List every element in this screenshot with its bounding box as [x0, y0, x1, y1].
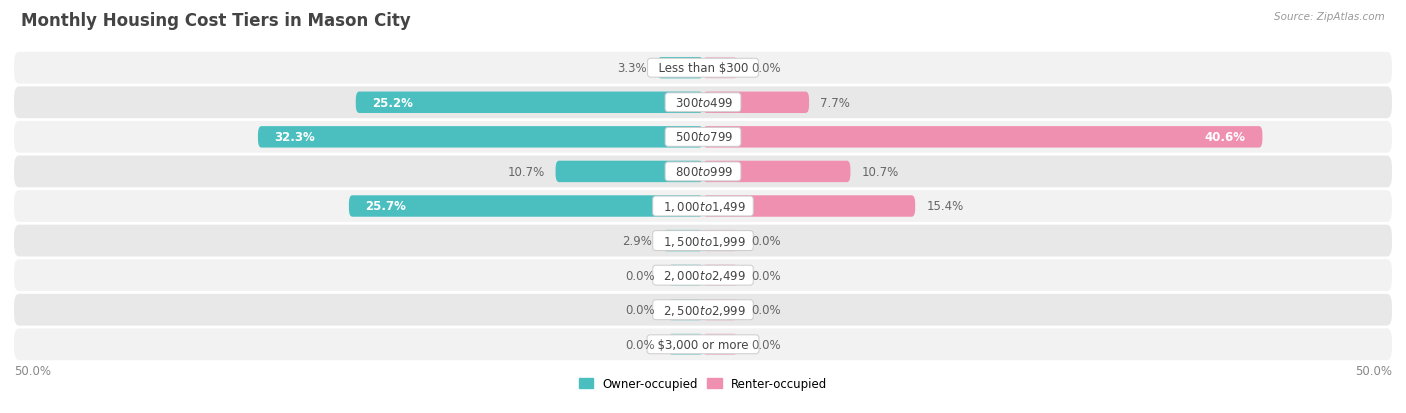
Text: 40.6%: 40.6%: [1205, 131, 1246, 144]
FancyBboxPatch shape: [14, 156, 1392, 188]
Text: 10.7%: 10.7%: [862, 166, 898, 178]
Text: $2,500 to $2,999: $2,500 to $2,999: [655, 303, 751, 317]
FancyBboxPatch shape: [703, 265, 738, 286]
FancyBboxPatch shape: [703, 93, 808, 114]
Text: $1,500 to $1,999: $1,500 to $1,999: [655, 234, 751, 248]
Text: 32.3%: 32.3%: [274, 131, 315, 144]
FancyBboxPatch shape: [703, 58, 738, 79]
FancyBboxPatch shape: [703, 299, 738, 320]
Text: $500 to $799: $500 to $799: [668, 131, 738, 144]
Text: Source: ZipAtlas.com: Source: ZipAtlas.com: [1274, 12, 1385, 22]
FancyBboxPatch shape: [14, 122, 1392, 153]
Text: 0.0%: 0.0%: [751, 235, 780, 247]
FancyBboxPatch shape: [669, 334, 703, 355]
Text: 0.0%: 0.0%: [751, 304, 780, 316]
FancyBboxPatch shape: [14, 329, 1392, 360]
Text: $300 to $499: $300 to $499: [668, 97, 738, 109]
FancyBboxPatch shape: [703, 334, 738, 355]
Text: $800 to $999: $800 to $999: [668, 166, 738, 178]
Text: 50.0%: 50.0%: [14, 364, 51, 377]
FancyBboxPatch shape: [703, 230, 738, 252]
Text: 0.0%: 0.0%: [751, 269, 780, 282]
Text: 0.0%: 0.0%: [751, 338, 780, 351]
FancyBboxPatch shape: [703, 196, 915, 217]
FancyBboxPatch shape: [664, 230, 703, 252]
Text: 50.0%: 50.0%: [1355, 364, 1392, 377]
FancyBboxPatch shape: [14, 87, 1392, 119]
Text: Less than $300: Less than $300: [651, 62, 755, 75]
Text: $2,000 to $2,499: $2,000 to $2,499: [655, 268, 751, 282]
Text: 25.2%: 25.2%: [373, 97, 413, 109]
Text: 25.7%: 25.7%: [366, 200, 406, 213]
FancyBboxPatch shape: [349, 196, 703, 217]
Text: 0.0%: 0.0%: [626, 269, 655, 282]
FancyBboxPatch shape: [356, 93, 703, 114]
FancyBboxPatch shape: [14, 191, 1392, 222]
FancyBboxPatch shape: [14, 294, 1392, 326]
Text: 3.3%: 3.3%: [617, 62, 647, 75]
Text: 0.0%: 0.0%: [626, 304, 655, 316]
FancyBboxPatch shape: [14, 53, 1392, 84]
FancyBboxPatch shape: [555, 161, 703, 183]
Text: 0.0%: 0.0%: [626, 338, 655, 351]
FancyBboxPatch shape: [658, 58, 703, 79]
FancyBboxPatch shape: [669, 299, 703, 320]
Text: 0.0%: 0.0%: [751, 62, 780, 75]
FancyBboxPatch shape: [669, 265, 703, 286]
FancyBboxPatch shape: [703, 127, 1263, 148]
Text: 7.7%: 7.7%: [820, 97, 851, 109]
Text: $3,000 or more: $3,000 or more: [650, 338, 756, 351]
Legend: Owner-occupied, Renter-occupied: Owner-occupied, Renter-occupied: [574, 373, 832, 395]
FancyBboxPatch shape: [703, 161, 851, 183]
Text: 10.7%: 10.7%: [508, 166, 544, 178]
Text: 2.9%: 2.9%: [621, 235, 652, 247]
Text: Monthly Housing Cost Tiers in Mason City: Monthly Housing Cost Tiers in Mason City: [21, 12, 411, 30]
FancyBboxPatch shape: [257, 127, 703, 148]
Text: $1,000 to $1,499: $1,000 to $1,499: [655, 199, 751, 214]
FancyBboxPatch shape: [14, 260, 1392, 291]
FancyBboxPatch shape: [14, 225, 1392, 257]
Text: 15.4%: 15.4%: [927, 200, 963, 213]
